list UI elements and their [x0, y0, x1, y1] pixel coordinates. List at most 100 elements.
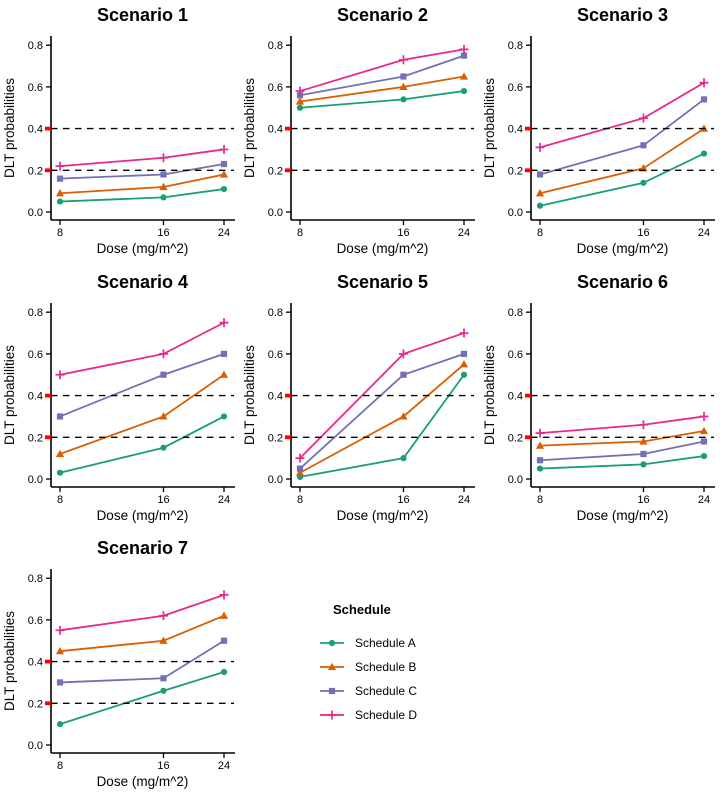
- legend-entry-label: Schedule B: [355, 660, 417, 674]
- x-tick-label: 24: [218, 494, 230, 506]
- x-tick-label: 24: [218, 227, 230, 239]
- legend-entry-schedule-b: Schedule B: [318, 655, 417, 679]
- marker-triangle: [295, 97, 305, 105]
- chart-svg: Scenario 3 DLT probabilities 0.0 0.2 0.4 0.6 0…: [482, 5, 715, 256]
- y-tick-label: 0.0: [268, 474, 283, 486]
- y-tick-label: 0.4: [508, 124, 523, 136]
- legend-key-square-icon: [320, 687, 344, 695]
- chart-title: Scenario 6: [577, 272, 668, 292]
- series-line-schedule-d: [539, 415, 705, 435]
- y-tick-label: 0.2: [28, 432, 43, 444]
- marker-plus: [55, 625, 65, 635]
- y-tick-label: 0.0: [28, 474, 43, 486]
- legend-entry-schedule-a: Schedule A: [318, 631, 417, 655]
- chart-title: Scenario 1: [97, 5, 188, 25]
- marker-plus: [699, 411, 709, 421]
- marker-square: [220, 160, 228, 168]
- marker-circle: [160, 194, 167, 201]
- marker-triangle: [459, 72, 469, 80]
- marker-plus: [219, 318, 229, 328]
- series-line-schedule-a: [539, 152, 705, 207]
- x-axis-title: Dose (mg/m^2): [577, 508, 669, 523]
- x-axis-title: Dose (mg/m^2): [97, 241, 189, 256]
- y-tick-label: 0.0: [508, 474, 523, 486]
- x-tick-label: 16: [397, 227, 409, 239]
- marker-triangle: [459, 360, 469, 368]
- legend-cell: Schedule Schedule A Schedule B Schedule C S…: [240, 533, 480, 799]
- y-tick-red: [45, 126, 51, 131]
- chart-svg: Scenario 6 DLT probabilities 0.0 0.2 0.4 0.6 0…: [482, 272, 715, 523]
- legend-entry-label: Schedule A: [355, 636, 416, 650]
- series-line-schedule-d: [59, 148, 225, 168]
- x-axis-title: Dose (mg/m^2): [97, 774, 189, 789]
- marker-square: [160, 371, 167, 378]
- marker-triangle: [219, 170, 229, 178]
- marker-plus: [327, 710, 337, 720]
- y-tick-label: 0.8: [28, 307, 43, 319]
- marker-plus: [398, 55, 408, 65]
- y-tick-red: [45, 701, 51, 706]
- legend-entry-label: Schedule C: [355, 684, 418, 698]
- legend-key-plus-icon: [320, 710, 344, 720]
- chart-svg: Scenario 2 DLT probabilities 0.0 0.2 0.4 0.6 0…: [242, 5, 475, 256]
- marker-circle: [220, 185, 228, 193]
- y-axis-title: DLT probabilities: [242, 78, 257, 178]
- y-tick-label: 0.2: [268, 165, 283, 177]
- y-tick-red: [45, 659, 51, 664]
- x-axis-title: Dose (mg/m^2): [97, 508, 189, 523]
- marker-circle: [56, 721, 64, 728]
- series-line-schedule-b: [539, 127, 705, 195]
- chart-svg: Scenario 4 DLT probabilities 0.0 0.2 0.4 0.6 0…: [2, 272, 235, 523]
- marker-triangle: [639, 437, 648, 445]
- marker-square: [700, 96, 708, 103]
- marker-circle: [296, 104, 304, 111]
- x-tick-label: 16: [157, 494, 169, 506]
- marker-square: [640, 142, 647, 149]
- x-tick-label: 16: [157, 760, 169, 772]
- x-tick-label: 24: [218, 760, 230, 772]
- legend-entry-label: Schedule D: [355, 708, 418, 722]
- x-tick-label: 8: [297, 227, 303, 239]
- marker-square: [640, 450, 647, 458]
- facet-scenario-4: Scenario 4 DLT probabilities 0.0 0.2 0.4 0.6 0…: [0, 267, 240, 533]
- marker-circle: [700, 150, 708, 157]
- marker-triangle: [535, 441, 545, 449]
- marker-circle: [160, 444, 167, 451]
- facet-scenario-2: Scenario 2 DLT probabilities 0.0 0.2 0.4 0.6 0…: [240, 0, 480, 266]
- chart-svg: Scenario 1 DLT probabilities 0.0 0.2 0.4 0.6 0…: [2, 5, 235, 256]
- series-line-schedule-b: [539, 430, 705, 447]
- y-tick-label: 0.8: [28, 40, 43, 52]
- y-tick-label: 0.0: [268, 207, 283, 219]
- y-tick-label: 0.8: [508, 307, 523, 319]
- y-tick-red: [525, 126, 531, 131]
- facet-scenario-3: Scenario 3 DLT probabilities 0.0 0.2 0.4 0.6 0…: [480, 0, 720, 266]
- marker-triangle: [219, 611, 229, 619]
- y-tick-label: 0.6: [508, 349, 523, 361]
- series-line-schedule-a: [299, 374, 465, 478]
- marker-circle: [220, 668, 228, 676]
- marker-plus: [55, 370, 65, 380]
- marker-triangle: [55, 189, 65, 197]
- facet-scenario-7: Scenario 7 DLT probabilities 0.0 0.2 0.4 0.6 0…: [0, 533, 240, 799]
- marker-circle: [700, 452, 708, 460]
- legend-title: Schedule: [333, 602, 391, 617]
- marker-triangle: [159, 182, 168, 191]
- marker-plus: [459, 44, 469, 54]
- y-tick-red: [45, 435, 51, 440]
- y-tick-label: 0.2: [28, 698, 43, 710]
- marker-square: [328, 687, 336, 695]
- marker-square: [400, 73, 407, 80]
- y-tick-label: 0.4: [28, 657, 43, 669]
- marker-triangle: [159, 636, 168, 644]
- y-axis-title: DLT probabilities: [482, 345, 497, 445]
- marker-plus: [219, 144, 229, 154]
- series-line-schedule-c: [59, 353, 225, 418]
- marker-circle: [536, 465, 544, 472]
- y-tick-red: [285, 435, 291, 440]
- chart-svg: Scenario 7 DLT probabilities 0.0 0.2 0.4 0.6 0…: [2, 538, 235, 789]
- x-tick-label: 8: [297, 494, 303, 506]
- marker-circle: [640, 461, 647, 468]
- marker-circle: [536, 202, 544, 209]
- marker-triangle: [399, 82, 408, 90]
